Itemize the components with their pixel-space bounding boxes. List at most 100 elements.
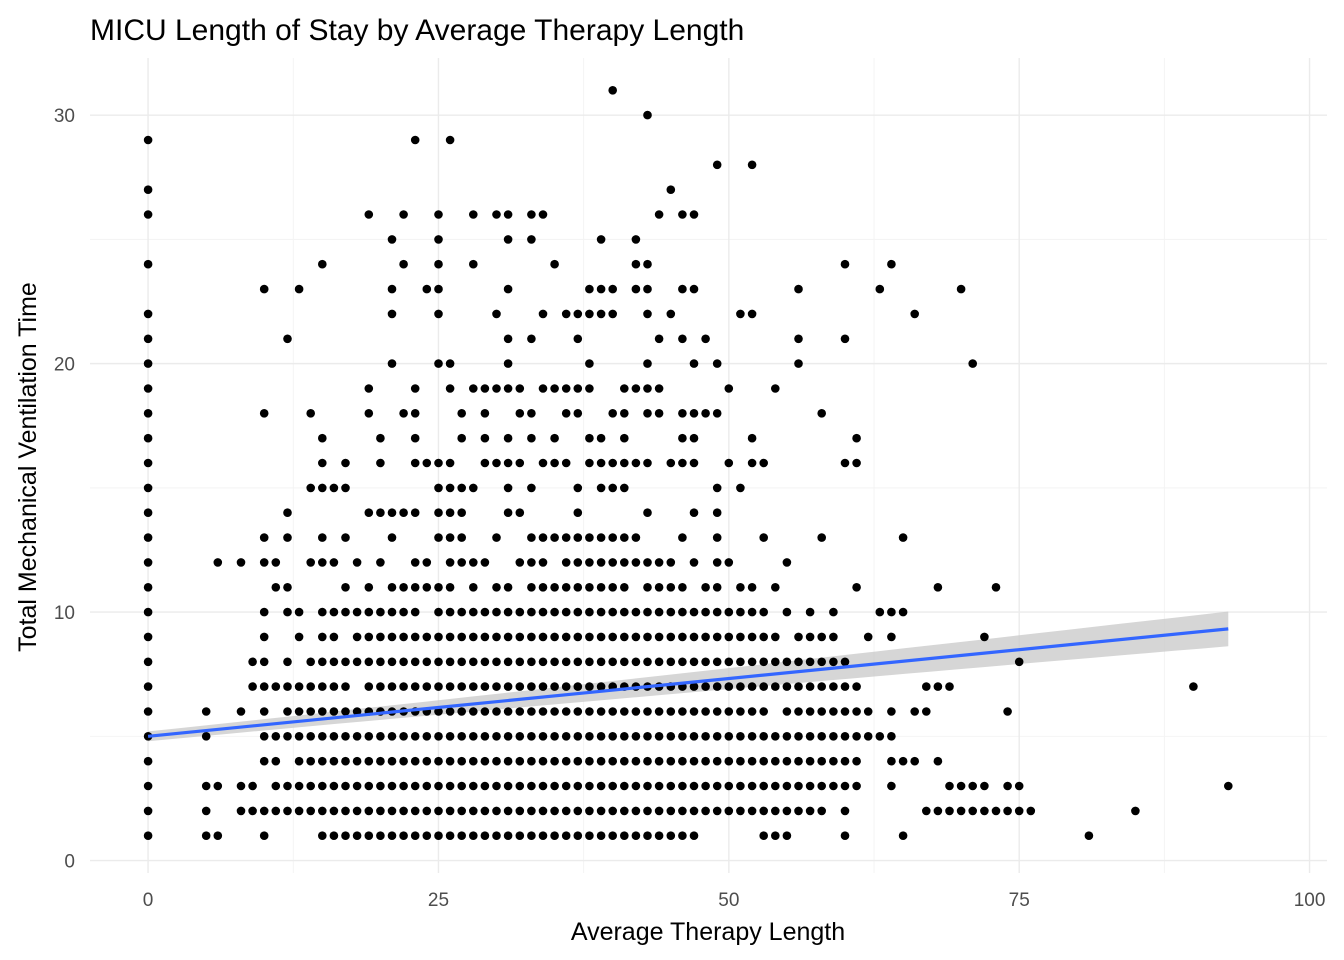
data-point (410, 682, 420, 691)
data-point (457, 533, 467, 542)
data-point (712, 607, 722, 617)
data-point (527, 756, 536, 766)
data-point (631, 259, 641, 269)
data-point (399, 259, 408, 269)
data-point (422, 458, 432, 468)
data-point (561, 533, 571, 542)
data-point (980, 806, 989, 816)
data-point (759, 607, 768, 617)
data-point (875, 607, 885, 617)
data-point (399, 657, 408, 667)
data-point (387, 309, 397, 319)
data-point (364, 607, 374, 617)
data-point (445, 483, 455, 493)
data-point (480, 756, 490, 766)
data-point (318, 558, 327, 567)
data-point (503, 458, 513, 468)
data-point (503, 632, 513, 642)
data-point (596, 781, 606, 791)
data-point (283, 583, 292, 592)
data-point (503, 210, 513, 219)
data-point (747, 806, 757, 816)
data-point (561, 756, 571, 766)
data-point (492, 309, 501, 319)
data-point (608, 483, 617, 493)
data-point (1084, 831, 1094, 840)
data-point (318, 831, 327, 840)
data-point (573, 632, 583, 642)
data-point (550, 682, 559, 691)
data-point (759, 707, 768, 716)
data-point (538, 781, 548, 791)
data-point (352, 657, 362, 667)
data-point (724, 607, 734, 617)
data-point (585, 309, 594, 319)
regression-line-path (147, 627, 1229, 738)
data-point (585, 657, 594, 667)
data-point (259, 533, 269, 542)
data-point (678, 632, 687, 642)
data-point (364, 632, 374, 642)
data-point (364, 409, 374, 418)
data-point (1014, 657, 1024, 667)
data-point (538, 458, 548, 468)
data-point (318, 632, 327, 642)
data-point (364, 384, 374, 393)
data-point (329, 607, 339, 617)
data-point (631, 707, 641, 716)
data-point (318, 259, 327, 269)
data-point (376, 682, 385, 691)
data-point (143, 334, 153, 344)
data-point (805, 607, 815, 617)
data-point (863, 632, 873, 642)
data-point (596, 632, 606, 642)
data-point (596, 657, 606, 667)
data-point (480, 384, 490, 393)
data-point (817, 756, 826, 766)
data-point (561, 732, 571, 741)
data-point (492, 781, 501, 791)
data-point (213, 781, 223, 791)
data-point (678, 756, 687, 766)
data-point (712, 806, 722, 816)
data-point (585, 806, 594, 816)
data-point (457, 558, 467, 567)
chart-title: MICU Length of Stay by Average Therapy L… (90, 14, 744, 47)
data-point (550, 632, 559, 642)
data-point (259, 284, 269, 294)
data-point (585, 707, 594, 716)
data-point (492, 732, 501, 741)
data-point (678, 334, 687, 344)
data-point (654, 632, 664, 642)
data-point (759, 632, 768, 642)
data-point (318, 781, 327, 791)
data-point (666, 632, 676, 642)
data-point (503, 756, 513, 766)
data-point (701, 806, 710, 816)
data-point (608, 657, 617, 667)
data-point (596, 558, 606, 567)
data-point (794, 334, 803, 344)
data-point (840, 707, 850, 716)
data-point (387, 359, 397, 368)
data-point (503, 682, 513, 691)
data-point (480, 433, 490, 443)
data-point (689, 781, 699, 791)
data-point (492, 583, 501, 592)
data-point (550, 707, 559, 716)
data-point (422, 583, 432, 592)
data-point (236, 806, 246, 816)
data-point (736, 707, 745, 716)
data-point (341, 781, 350, 791)
data-point (259, 831, 269, 840)
data-point (724, 384, 734, 393)
data-point (712, 632, 722, 642)
data-point (492, 458, 501, 468)
data-point (318, 458, 327, 468)
data-point (399, 632, 408, 642)
data-point (643, 781, 652, 791)
data-point (318, 756, 327, 766)
data-point (561, 707, 571, 716)
confidence-band-area (148, 611, 1229, 742)
data-point (701, 334, 710, 344)
